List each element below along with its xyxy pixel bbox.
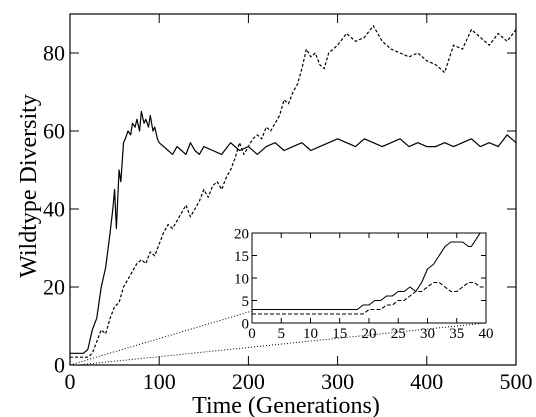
x-tick-label: 400 (410, 369, 443, 394)
x-axis-label: Time (Generations) (192, 393, 380, 417)
inset-x-tick-label: 20 (362, 326, 377, 342)
inset-plot-frame (251, 232, 487, 324)
y-axis-label: Wildtype Diversity (16, 94, 42, 278)
inset-x-tick-label: 25 (391, 326, 406, 342)
y-tick-label: 0 (54, 353, 65, 378)
inset-x-tick-label: 0 (248, 326, 256, 342)
inset-solid-series-line (252, 232, 486, 311)
inset-x-tick-label: 5 (278, 326, 286, 342)
x-tick-label: 0 (65, 369, 76, 394)
inset-dashed-series-line (252, 281, 486, 315)
inset-y-tick-label: 20 (234, 226, 249, 242)
inset-y-tick-label: 0 (242, 316, 250, 332)
inset-x-tick-label: 15 (332, 326, 347, 342)
y-tick-label: 60 (43, 119, 65, 144)
inset-y-tick-label: 10 (234, 271, 249, 287)
y-tick-label: 40 (43, 197, 65, 222)
solid-series-line (70, 110, 517, 354)
x-tick-label: 500 (500, 369, 533, 394)
dashed-series-line (70, 25, 517, 358)
inset-x-tick-label: 30 (420, 326, 435, 342)
inset-x-tick-label: 40 (479, 326, 494, 342)
inset-y-tick-label: 5 (242, 294, 250, 310)
inset-x-tick-label: 35 (449, 326, 464, 342)
inset-y-tick-label: 15 (234, 249, 249, 265)
y-tick-label: 20 (43, 275, 65, 300)
x-tick-label: 200 (232, 369, 265, 394)
y-tick-label: 80 (43, 41, 65, 66)
inset-plot: 0 5 10 15 20 25 30 35 40 0 5 10 15 20 (234, 226, 494, 342)
x-tick-label: 100 (143, 369, 176, 394)
x-tick-label: 300 (321, 369, 354, 394)
inset-x-tick-label: 10 (303, 326, 318, 342)
